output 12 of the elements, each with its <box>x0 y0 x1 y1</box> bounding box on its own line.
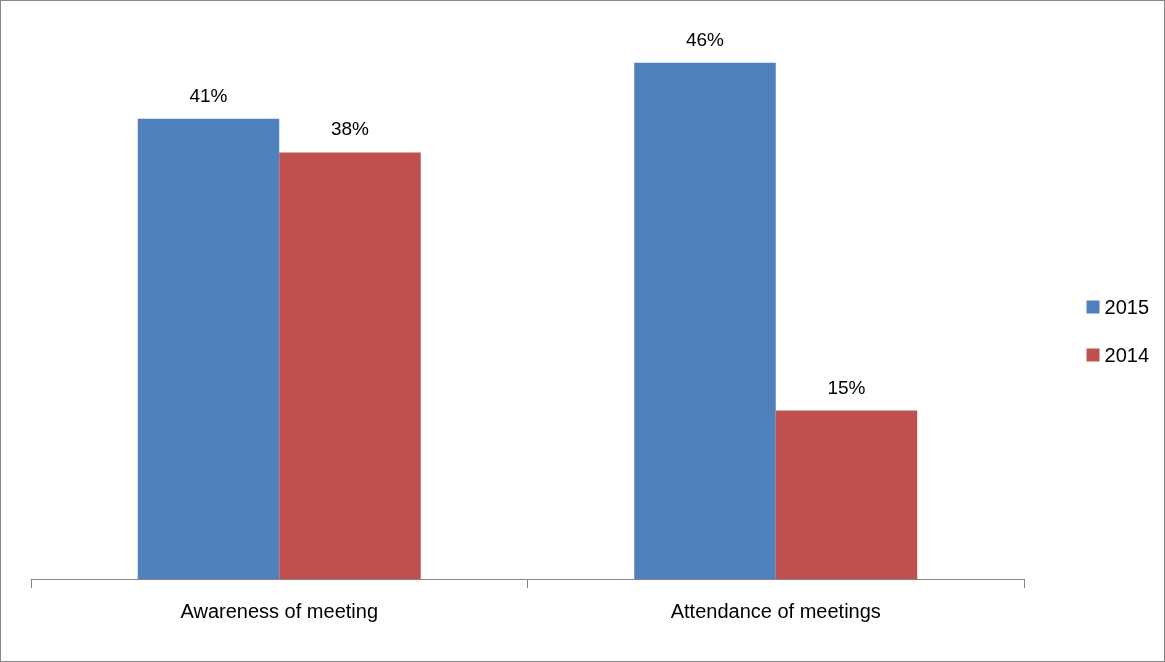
bar <box>634 62 776 579</box>
x-tick-label: Awareness of meeting <box>180 600 379 622</box>
data-label: 38% <box>330 118 370 140</box>
bar <box>137 118 280 579</box>
legend-label: 2014 <box>1104 344 1150 366</box>
x-tick-label: Attendance of meetings <box>670 600 881 622</box>
data-label: 41% <box>189 84 228 106</box>
data-label: 15% <box>827 376 866 398</box>
bar <box>279 152 421 579</box>
bar <box>775 410 918 579</box>
data-label: 46% <box>685 28 725 50</box>
legend-label: 2015 <box>1104 296 1150 318</box>
